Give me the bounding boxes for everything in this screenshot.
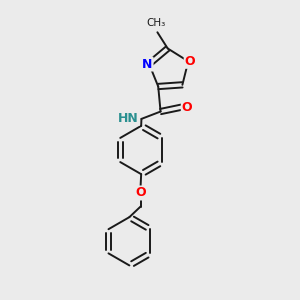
Text: N: N <box>142 58 153 70</box>
Text: O: O <box>185 55 195 68</box>
Text: HN: HN <box>118 112 139 125</box>
Text: CH₃: CH₃ <box>146 18 166 28</box>
Text: O: O <box>135 187 146 200</box>
Text: O: O <box>182 100 192 114</box>
